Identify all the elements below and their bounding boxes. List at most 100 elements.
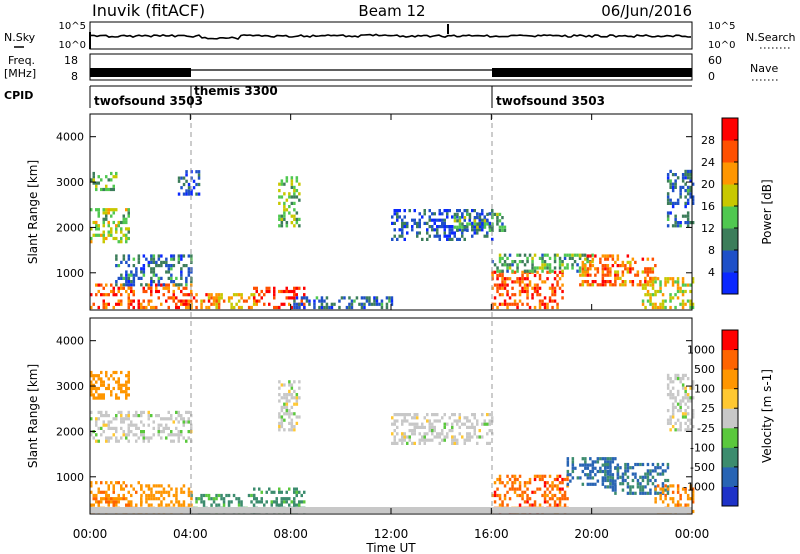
echo-cell-vel-9 — [566, 469, 570, 474]
echo-cell-power-0 — [97, 233, 100, 237]
echo-cell-power-1 — [172, 289, 175, 294]
echo-cell-power-13 — [578, 266, 582, 270]
echo-cell-vel-8 — [558, 503, 562, 507]
echo-cell-vel-7 — [471, 413, 474, 417]
echo-cell-vel-3 — [115, 396, 118, 400]
echo-cell-power-4 — [185, 173, 188, 177]
echo-cell-vel-3 — [92, 383, 95, 387]
echo-cell-power-9 — [385, 296, 389, 300]
echo-cell-vel-4 — [247, 493, 251, 498]
echo-cell-power-8 — [278, 195, 281, 199]
echo-cell-power-10 — [406, 221, 409, 225]
echo-cell-vel-9 — [574, 466, 577, 470]
echo-cell-power-9 — [390, 302, 394, 306]
echo-cell-vel-7 — [463, 416, 466, 420]
echo-cell-vel-1 — [130, 493, 133, 498]
echo-cell-power-16 — [681, 185, 685, 189]
echo-cell-power-2 — [187, 267, 191, 271]
echo-cell-vel-3 — [90, 374, 93, 378]
echo-cell-vel-6 — [283, 402, 286, 406]
echo-cell-power-8 — [280, 182, 284, 186]
echo-cell-power-1 — [112, 289, 115, 294]
echo-cell-vel-2 — [180, 490, 183, 494]
echo-cell-power-9 — [298, 305, 301, 310]
power-cbar-tick-label: 12 — [701, 222, 715, 235]
echo-cell-power-12 — [518, 293, 522, 297]
echo-cell-power-10 — [446, 212, 449, 216]
echo-cell-power-2 — [187, 273, 191, 277]
echo-cell-power-2 — [132, 276, 136, 280]
echo-cell-power-14 — [614, 260, 617, 264]
echo-cell-power-13 — [503, 260, 507, 264]
echo-cell-power-1 — [175, 305, 178, 310]
echo-cell-vel-5 — [283, 497, 286, 501]
echo-cell-vel-8 — [543, 484, 547, 488]
echo-cell-power-10 — [438, 234, 441, 238]
echo-cell-vel-8 — [561, 493, 564, 498]
echo-cell-vel-2 — [150, 503, 153, 507]
echo-cell-vel-8 — [493, 493, 497, 498]
echo-cell-vel-0 — [110, 436, 113, 440]
echo-cell-power-12 — [491, 273, 494, 278]
echo-cell-power-15 — [661, 299, 665, 303]
echo-cell-power-12 — [546, 277, 549, 281]
echo-cell-power-13 — [523, 269, 527, 273]
echo-cell-vel-7 — [421, 435, 424, 439]
echo-cell-vel-7 — [403, 438, 406, 442]
echo-cell-power-15 — [654, 289, 657, 294]
echo-cell-power-8 — [295, 176, 299, 180]
echo-cell-power-12 — [533, 283, 537, 287]
echo-cell-vel-9 — [599, 466, 602, 470]
echo-cell-power-5 — [195, 299, 198, 303]
echo-cell-power-12 — [553, 286, 557, 290]
echo-cell-vel-7 — [408, 422, 411, 426]
echo-cell-power-1 — [105, 283, 108, 287]
echo-cell-vel-7 — [458, 416, 461, 420]
echo-cell-power-14 — [604, 273, 607, 277]
echo-cell-power-8 — [280, 214, 284, 218]
echo-cell-vel-0 — [162, 417, 165, 421]
echo-cell-power-16 — [686, 224, 690, 228]
echo-cell-vel-11 — [656, 484, 660, 488]
echo-cell-vel-7 — [403, 435, 406, 439]
echo-cell-vel-0 — [127, 426, 130, 430]
echo-cell-vel-0 — [97, 426, 100, 430]
echo-cell-vel-1 — [100, 500, 103, 504]
echo-cell-power-2 — [167, 267, 171, 271]
cpid-mode-1: twofsound 3503 — [94, 94, 203, 108]
echo-cell-vel-6 — [288, 412, 291, 416]
echo-cell-power-10 — [481, 212, 484, 216]
echo-cell-vel-2 — [147, 503, 151, 507]
echo-cell-power-10 — [481, 228, 484, 232]
echo-cell-power-7 — [255, 299, 258, 303]
echo-cell-power-9 — [303, 305, 306, 310]
echo-cell-vel-0 — [122, 420, 125, 424]
echo-cell-power-14 — [621, 270, 625, 274]
echo-cell-power-2 — [170, 264, 173, 268]
vel-cbar-tick-label: 100 — [694, 383, 715, 396]
echo-cell-vel-10 — [651, 469, 655, 473]
echo-cell-vel-8 — [498, 503, 502, 507]
echo-cell-power-10 — [436, 234, 439, 238]
echo-cell-power-13 — [568, 253, 572, 257]
echo-cell-power-12 — [531, 286, 534, 290]
freq-label-line1: Freq. — [8, 54, 35, 67]
echo-cell-power-11 — [478, 216, 482, 220]
echo-cell-vel-8 — [556, 477, 559, 482]
echo-cell-vel-12 — [691, 380, 695, 384]
vel-cbar-segment — [722, 330, 738, 351]
echo-cell-power-15 — [666, 280, 670, 284]
echo-cell-power-16 — [679, 224, 682, 228]
echo-cell-vel-7 — [451, 435, 454, 439]
echo-cell-vel-1 — [117, 493, 120, 498]
echo-cell-vel-5 — [293, 503, 296, 507]
echo-cell-power-14 — [641, 270, 645, 274]
echo-cell-power-16 — [684, 221, 687, 225]
echo-cell-power-6 — [220, 293, 223, 297]
echo-cell-power-13 — [531, 263, 534, 267]
echo-cell-vel-10 — [604, 485, 607, 489]
echo-cell-power-12 — [536, 289, 539, 294]
echo-cell-vel-3 — [112, 377, 115, 381]
echo-cell-power-0 — [105, 236, 108, 241]
echo-cell-power-2 — [170, 257, 173, 261]
